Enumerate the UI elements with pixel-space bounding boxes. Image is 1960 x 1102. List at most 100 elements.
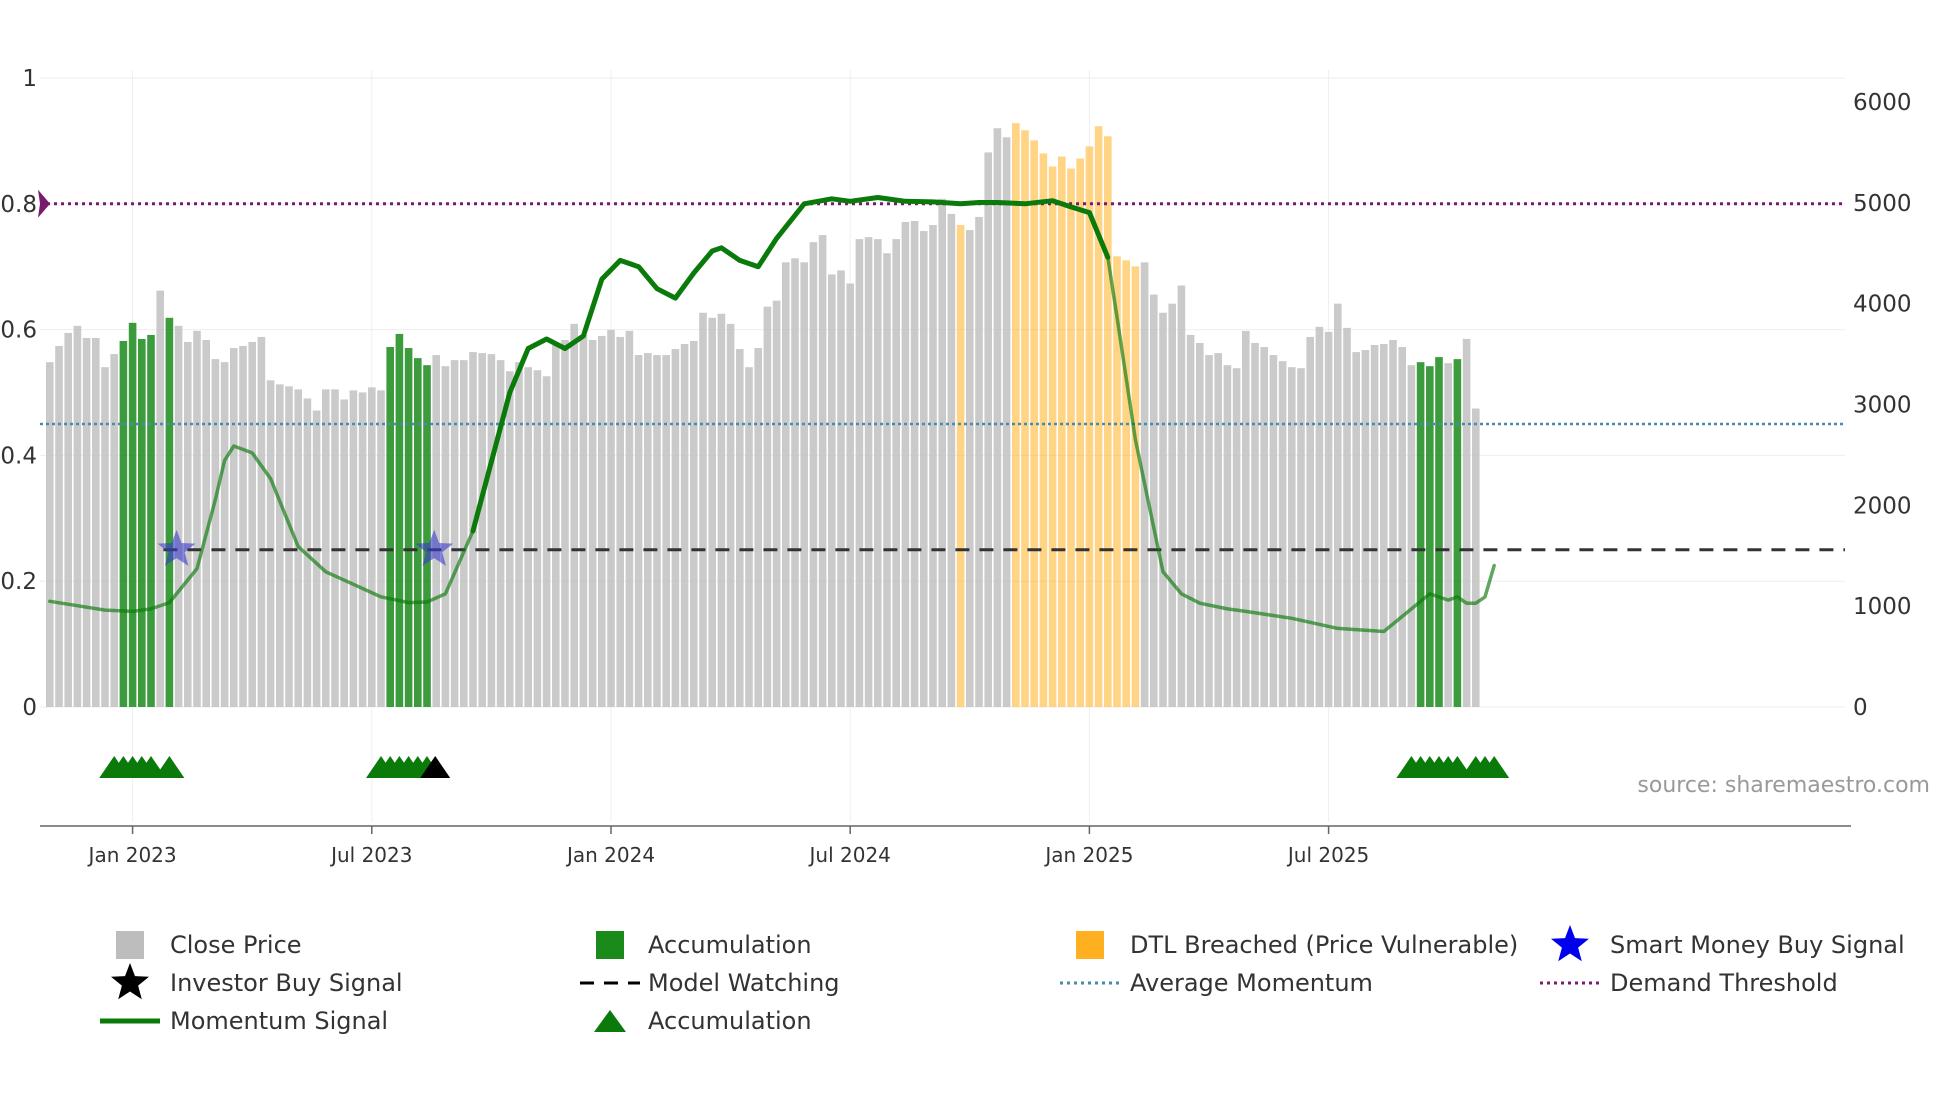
close-price-bar: [901, 221, 910, 707]
dtl-breached-bar: [1058, 156, 1066, 707]
close-price-bar: [450, 360, 459, 707]
momentum-signal-line: [48, 444, 475, 614]
reference-lines: [38, 189, 1845, 552]
close-price-bar: [910, 220, 919, 707]
close-price-bar: [671, 349, 680, 707]
legend-triangle-icon: [594, 1010, 626, 1032]
close-price-bar: [1398, 347, 1406, 707]
y-right-tick-label: 6000: [1853, 90, 1912, 116]
legend-item: Average Momentum: [1060, 969, 1373, 997]
y-left-tick-label: 0.2: [0, 569, 37, 595]
close-price-bar: [257, 336, 266, 707]
legend: Close Price Accumulation DTL Breached (Pri…: [100, 925, 1905, 1035]
legend-label: Average Momentum: [1130, 969, 1373, 997]
close-price-bar: [1168, 303, 1176, 707]
dtl-breached-bar: [1030, 140, 1038, 708]
close-price-bar: [46, 362, 54, 707]
accumulation-bar: [1435, 357, 1443, 707]
close-price-bar: [1306, 336, 1314, 707]
close-price-bar: [1260, 347, 1268, 707]
accumulation-bar: [414, 358, 422, 707]
close-price-bar: [920, 231, 928, 708]
demand-threshold-marker: [38, 189, 50, 218]
dtl-breached-bar: [1021, 130, 1029, 707]
close-price-bar: [662, 355, 670, 707]
close-price-bar: [745, 367, 753, 707]
close-price-bar: [1334, 303, 1342, 707]
x-tick-label: Jul 2025: [1286, 843, 1369, 867]
close-price-bar: [1186, 334, 1195, 707]
accumulation-bar: [147, 334, 155, 707]
legend-star-icon: [111, 963, 149, 1000]
legend-label: Model Watching: [648, 969, 840, 997]
close-price-bar: [561, 339, 569, 707]
y-left-tick-label: 1: [22, 66, 37, 92]
close-price-bar: [460, 360, 468, 707]
legend-label: Demand Threshold: [1610, 969, 1838, 997]
close-price-bar: [73, 325, 82, 707]
close-price-bar: [1352, 352, 1360, 707]
momentum-signal-line: [1106, 255, 1496, 634]
accumulation-bar: [386, 347, 394, 707]
y-left-tick-label: 0.4: [0, 443, 37, 469]
accumulation-bar: [404, 348, 413, 707]
price-bars: [46, 123, 1480, 708]
close-price-bar: [202, 339, 210, 707]
close-price-bar: [478, 353, 486, 707]
dtl-breached-bar: [1012, 123, 1020, 708]
close-price-bar: [736, 349, 744, 707]
legend-label: Smart Money Buy Signal: [1610, 931, 1905, 959]
close-price-bar: [110, 354, 118, 707]
close-price-bar: [1150, 294, 1158, 707]
close-price-bar: [82, 337, 91, 707]
close-price-bar: [266, 380, 275, 707]
close-price-bar: [524, 367, 532, 707]
close-price-bar: [846, 283, 854, 707]
close-price-bar: [653, 355, 661, 707]
close-price-bar: [276, 384, 284, 707]
x-tick-label: Jan 2023: [87, 843, 177, 867]
close-price-bar: [1002, 137, 1011, 707]
close-price-bar: [285, 386, 293, 707]
smart-money-buy-star: [157, 529, 196, 566]
y-right-tick-label: 0: [1853, 695, 1868, 721]
close-price-bar: [220, 362, 229, 707]
close-price-bar: [1343, 327, 1351, 707]
close-price-bar: [1214, 353, 1222, 707]
close-price-bar: [211, 359, 220, 707]
close-price-bar: [717, 313, 726, 707]
legend-item: DTL Breached (Price Vulnerable): [1076, 931, 1518, 959]
dtl-breached-bar: [1094, 126, 1103, 707]
y-right-tick-label: 2000: [1853, 493, 1912, 519]
close-price-bar: [690, 340, 698, 707]
close-price-bar: [1242, 330, 1250, 707]
legend-item: Accumulation: [596, 931, 812, 959]
close-price-bar: [708, 317, 716, 707]
smart-money-buy-star: [415, 529, 454, 566]
close-price-bar: [1177, 285, 1186, 707]
close-price-bar: [855, 239, 864, 707]
y-right-tick-label: 3000: [1853, 393, 1912, 419]
dtl-breached-bar: [1076, 158, 1084, 707]
close-price-bar: [1380, 344, 1388, 707]
close-price-bar: [1205, 355, 1213, 707]
close-price-bar: [984, 152, 992, 707]
close-price-bar: [230, 348, 238, 707]
accumulation-bar: [1416, 362, 1425, 707]
legend-star-icon: [1551, 925, 1589, 962]
accumulation-bar: [165, 317, 174, 707]
close-price-bar: [174, 325, 183, 707]
x-tick-label: Jul 2024: [808, 843, 891, 867]
close-price-bar: [1232, 368, 1241, 707]
dtl-breached-bar: [1104, 136, 1112, 708]
close-price-bar: [809, 242, 818, 708]
x-tick-label: Jul 2023: [329, 843, 412, 867]
close-price-bar: [312, 410, 321, 707]
close-price-bar: [782, 262, 790, 707]
close-price-bar: [248, 341, 256, 707]
close-price-bar: [607, 329, 615, 707]
accumulation-bar: [128, 322, 137, 707]
accumulation-bar: [1426, 366, 1434, 707]
close-price-bar: [1288, 367, 1296, 707]
